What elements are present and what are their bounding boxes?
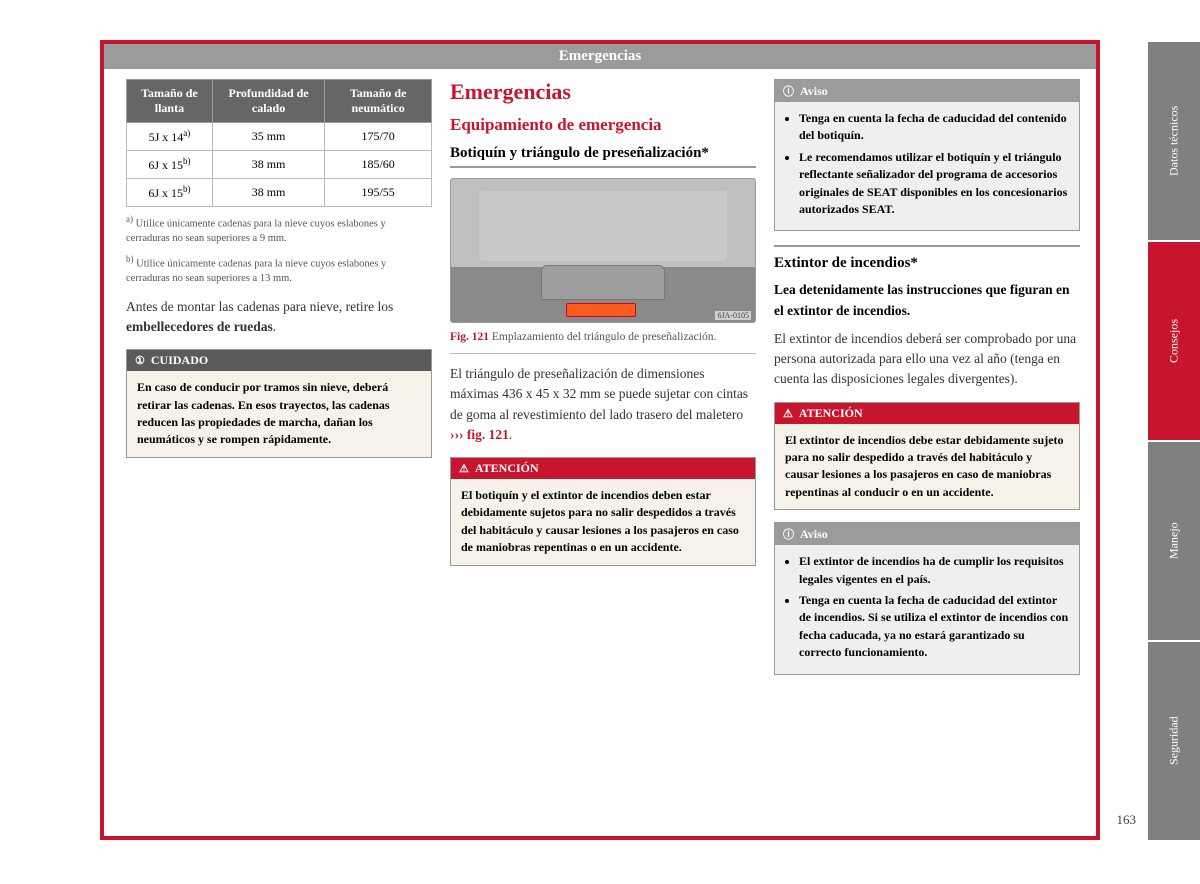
figure-caption: Fig. 121 Emplazamiento del triángulo de … xyxy=(450,329,756,354)
body-paragraph: El extintor de incendios deberá ser comp… xyxy=(774,329,1080,390)
cell-depth: 38 mm xyxy=(212,151,324,179)
divider xyxy=(774,245,1080,247)
side-tab-consejos[interactable]: Consejos xyxy=(1148,240,1200,440)
notice-aviso: ⓘ Aviso Tenga en cuenta la fecha de cadu… xyxy=(774,79,1080,231)
table-row: 6J x 15b) 38 mm 195/55 xyxy=(127,179,432,207)
notice-atencion: ⚠ ATENCIÓN El extintor de incendios debe… xyxy=(774,402,1080,511)
footnote-b: b) Utilice únicamente cadenas para la ni… xyxy=(126,253,432,287)
cell-rim: 6J x 15 xyxy=(148,186,183,200)
list-item: Le recomendamos utilizar el botiquín y e… xyxy=(799,149,1069,219)
th-depth: Profundidad de calado xyxy=(212,80,324,123)
cell-sup: b) xyxy=(183,184,191,194)
page-number: 163 xyxy=(1117,812,1137,828)
content-columns: Tamaño de llanta Profundidad de calado T… xyxy=(104,69,1096,685)
table-row: 5J x 14a) 35 mm 175/70 xyxy=(127,123,432,151)
figure-number: Fig. 121 xyxy=(450,331,489,343)
figure-bump xyxy=(541,265,665,300)
notice-header: ⓘ Aviso xyxy=(775,80,1079,102)
side-tabs: Datos técnicos Consejos Manejo Seguridad xyxy=(1148,40,1200,840)
warning-circle-icon: ① xyxy=(135,354,145,367)
warning-triangle-icon: ⚠ xyxy=(459,462,469,475)
cell-sup: a) xyxy=(183,128,190,138)
column-left: Tamaño de llanta Profundidad de calado T… xyxy=(126,79,432,675)
notice-title: CUIDADO xyxy=(151,353,208,368)
cell-tyre: 175/70 xyxy=(325,123,432,151)
notice-cuidado: ① CUIDADO En caso de conducir por tramos… xyxy=(126,349,432,458)
cell-tyre: 185/60 xyxy=(325,151,432,179)
notice-body: El extintor de incendios debe estar debi… xyxy=(775,424,1079,510)
notice-title: Aviso xyxy=(800,527,828,542)
table-row: 6J x 15b) 38 mm 185/60 xyxy=(127,151,432,179)
cell-rim: 5J x 14 xyxy=(149,130,184,144)
notice-title: ATENCIÓN xyxy=(475,461,539,476)
side-tab-seguridad[interactable]: Seguridad xyxy=(1148,640,1200,840)
side-tab-datos[interactable]: Datos técnicos xyxy=(1148,40,1200,240)
notice-body: En caso de conducir por tramos sin nieve… xyxy=(127,371,431,457)
body-paragraph: El triángulo de preseñalización de dimen… xyxy=(450,364,756,445)
list-item: Tenga en cuenta la fecha de caducidad de… xyxy=(799,110,1069,145)
notice-body: El extintor de incendios ha de cumplir l… xyxy=(775,545,1079,673)
side-tab-manejo[interactable]: Manejo xyxy=(1148,440,1200,640)
footnote-a: a) Utilice únicamente cadenas para la ni… xyxy=(126,213,432,247)
th-rim: Tamaño de llanta xyxy=(127,80,213,123)
notice-header: ⓘ Aviso xyxy=(775,523,1079,545)
cell-depth: 38 mm xyxy=(212,179,324,207)
tire-table: Tamaño de llanta Profundidad de calado T… xyxy=(126,79,432,207)
page-frame: Emergencias Tamaño de llanta Profundidad… xyxy=(100,40,1100,840)
cell-rim: 6J x 15 xyxy=(148,158,183,172)
lead-text: Lea detenidamente las instrucciones que … xyxy=(774,280,1080,321)
heading-3-extintor: Extintor de incendios* xyxy=(774,255,1080,272)
figure-crossref: ››› fig. 121 xyxy=(450,427,509,442)
notice-aviso: ⓘ Aviso El extintor de incendios ha de c… xyxy=(774,522,1080,674)
heading-1: Emergencias xyxy=(450,79,756,105)
figure-trunk-panel xyxy=(479,191,727,261)
column-right: ⓘ Aviso Tenga en cuenta la fecha de cadu… xyxy=(774,79,1080,675)
page-header: Emergencias xyxy=(104,44,1096,69)
info-icon: ⓘ xyxy=(783,526,794,542)
cell-tyre: 195/55 xyxy=(325,179,432,207)
cell-depth: 35 mm xyxy=(212,123,324,151)
notice-title: Aviso xyxy=(800,84,828,99)
cell-sup: b) xyxy=(183,156,191,166)
body-paragraph: Antes de montar las cadenas para nieve, … xyxy=(126,297,432,338)
figure-code: 6JA-0105 xyxy=(715,311,751,320)
list-item: El extintor de incendios ha de cumplir l… xyxy=(799,553,1069,588)
info-icon: ⓘ xyxy=(783,83,794,99)
figure-121: 6JA-0105 xyxy=(450,178,756,323)
notice-title: ATENCIÓN xyxy=(799,406,863,421)
notice-atencion: ⚠ ATENCIÓN El botiquín y el extintor de … xyxy=(450,457,756,566)
column-middle: Emergencias Equipamiento de emergencia B… xyxy=(450,79,756,675)
notice-header: ⚠ ATENCIÓN xyxy=(451,458,755,479)
heading-2: Equipamiento de emergencia xyxy=(450,115,756,135)
notice-header: ① CUIDADO xyxy=(127,350,431,371)
notice-body: El botiquín y el extintor de incendios d… xyxy=(451,479,755,565)
notice-header: ⚠ ATENCIÓN xyxy=(775,403,1079,424)
list-item: Tenga en cuenta la fecha de caducidad de… xyxy=(799,592,1069,662)
warning-triangle-icon: ⚠ xyxy=(783,407,793,420)
th-tyre: Tamaño de neumático xyxy=(325,80,432,123)
figure-warning-triangle xyxy=(566,303,636,317)
heading-3: Botiquín y triángulo de preseñalización* xyxy=(450,145,756,168)
notice-body: Tenga en cuenta la fecha de caducidad de… xyxy=(775,102,1079,230)
